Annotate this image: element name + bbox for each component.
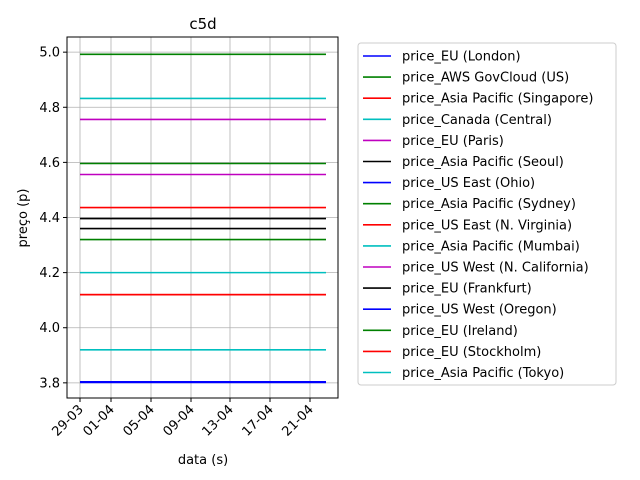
x-tick-label: 09-04: [161, 402, 198, 439]
y-tick-label: 4.2: [39, 266, 60, 281]
y-tick-label: 4.4: [39, 211, 60, 226]
x-tick-label: 13-04: [200, 402, 237, 439]
legend-entry: price_EU (Stockholm): [402, 345, 541, 360]
y-tick-label: 4.8: [39, 101, 60, 116]
legend-entry: price_EU (Ireland): [402, 324, 518, 339]
legend-entry: price_US West (Oregon): [402, 303, 557, 318]
y-tick-label: 4.6: [39, 156, 60, 171]
legend-entry: price_Asia Pacific (Tokyo): [402, 366, 564, 381]
y-tick-label: 4.0: [39, 321, 60, 336]
legend: price_EU (London) price_AWS GovCloud (US)…: [357, 42, 617, 386]
legend-entry: price_EU (Paris): [402, 134, 504, 149]
legend-entry: price_US West (N. California): [402, 261, 589, 276]
chart-title: c5d: [189, 15, 216, 33]
x-tick-label: 21-04: [280, 402, 317, 439]
y-axis: 3.8 4.0 4.2 4.4 4.6 4.8 5.0: [39, 46, 67, 391]
legend-entry: price_Asia Pacific (Seoul): [402, 155, 564, 170]
x-tick-label: 01-04: [81, 402, 118, 439]
legend-entry: price_Asia Pacific (Singapore): [402, 92, 593, 107]
y-tick-label: 5.0: [39, 46, 60, 61]
y-tick-label: 3.8: [39, 376, 60, 391]
legend-entry: price_AWS GovCloud (US): [402, 71, 569, 86]
y-axis-label: preço (p): [16, 189, 31, 248]
x-tick-label: 29-03: [50, 402, 87, 439]
legend-entry: price_Canada (Central): [402, 113, 552, 128]
legend-frame: [357, 42, 617, 386]
x-axis-label: data (s): [178, 453, 228, 468]
legend-entry: price_US East (N. Virginia): [402, 218, 572, 233]
x-tick-label: 05-04: [121, 402, 158, 439]
legend-entry: price_Asia Pacific (Mumbai): [402, 239, 580, 254]
series-lines: [80, 53, 326, 384]
legend-entry: price_US East (Ohio): [402, 176, 535, 191]
legend-entry: price_EU (Frankfurt): [402, 282, 532, 297]
x-tick-label: 17-04: [240, 402, 277, 439]
legend-entry: price_Asia Pacific (Sydney): [402, 197, 576, 212]
legend-entry: price_EU (London): [402, 50, 521, 65]
